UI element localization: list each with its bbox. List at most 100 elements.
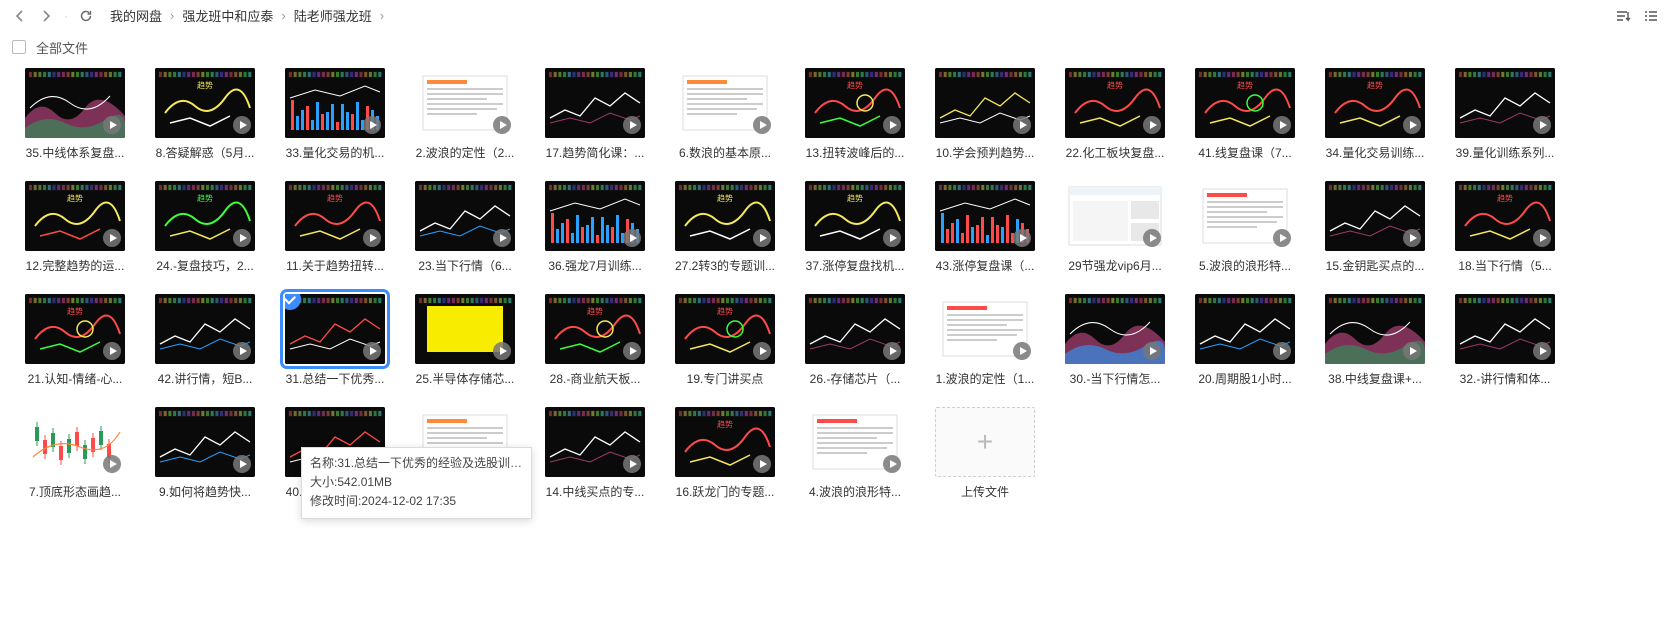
file-item[interactable]: 14.中线买点的专... [530, 407, 660, 500]
file-item[interactable]: 42.讲行情，短B... [140, 294, 270, 387]
file-thumbnail[interactable]: 趋势 [285, 181, 385, 251]
file-item[interactable]: 26.-存储芯片（... [790, 294, 920, 387]
file-thumbnail[interactable] [415, 181, 515, 251]
file-item[interactable]: 32.-讲行情和体... [1440, 294, 1570, 387]
file-thumbnail[interactable] [1195, 294, 1295, 364]
file-thumbnail[interactable]: 趋势 [675, 294, 775, 364]
file-thumbnail[interactable] [805, 294, 905, 364]
file-item[interactable]: 36.强龙7月训练... [530, 181, 660, 274]
file-thumbnail[interactable] [1065, 294, 1165, 364]
file-item[interactable]: 10.学会预判趋势... [920, 68, 1050, 161]
file-thumbnail[interactable] [675, 68, 775, 138]
file-name: 39.量化训练系列... [1456, 144, 1555, 161]
file-thumbnail[interactable] [155, 294, 255, 364]
file-thumbnail[interactable] [545, 68, 645, 138]
file-item[interactable]: 25.半导体存储芯... [400, 294, 530, 387]
select-all-checkbox[interactable] [12, 40, 26, 54]
file-item[interactable]: 23.当下行情（6... [400, 181, 530, 274]
file-item[interactable]: 趋势24.-复盘技巧，2... [140, 181, 270, 274]
file-item[interactable]: 趋势16.跃龙门的专题... [660, 407, 790, 500]
file-thumbnail[interactable] [285, 68, 385, 138]
file-item[interactable]: 趋势41.线复盘课（7... [1180, 68, 1310, 161]
file-item[interactable]: 趋势27.2转3的专题训... [660, 181, 790, 274]
file-item[interactable]: 趋势18.当下行情（5... [1440, 181, 1570, 274]
file-thumbnail[interactable] [545, 407, 645, 477]
file-thumbnail[interactable]: 趋势 [25, 181, 125, 251]
file-item[interactable]: 17.趋势简化课：... [530, 68, 660, 161]
file-item[interactable]: 1.波浪的定性（1... [920, 294, 1050, 387]
file-thumbnail[interactable]: 趋势 [1195, 68, 1295, 138]
file-thumbnail[interactable] [415, 294, 515, 364]
file-thumbnail[interactable] [1455, 294, 1555, 364]
file-item[interactable]: 趋势8.答疑解惑（5月... [140, 68, 270, 161]
file-thumbnail[interactable] [415, 68, 515, 138]
file-name: 35.中线体系复盘... [26, 144, 125, 161]
file-item[interactable]: 趋势11.关于趋势扭转... [270, 181, 400, 274]
file-item[interactable]: 20.周期股1小时... [1180, 294, 1310, 387]
file-thumbnail[interactable]: 趋势 [1065, 68, 1165, 138]
file-item[interactable]: 35.中线体系复盘... [10, 68, 140, 161]
file-item[interactable]: 38.中线复盘课+... [1310, 294, 1440, 387]
file-item[interactable]: 4.波浪的浪形特... [790, 407, 920, 500]
file-thumbnail[interactable] [935, 181, 1035, 251]
nav-back-button[interactable] [10, 6, 30, 26]
file-thumbnail[interactable]: 趋势 [805, 68, 905, 138]
file-item[interactable]: 15.金钥匙买点的... [1310, 181, 1440, 274]
file-thumbnail[interactable]: 趋势 [805, 181, 905, 251]
file-item[interactable]: 30.-当下行情怎... [1050, 294, 1180, 387]
breadcrumb-item[interactable]: 强龙班中和应泰 [182, 6, 273, 25]
file-thumbnail[interactable] [935, 294, 1035, 364]
file-item[interactable]: 7.顶底形态画趋... [10, 407, 140, 500]
file-thumbnail[interactable] [1455, 68, 1555, 138]
file-item[interactable]: 趋势21.认知-情绪-心... [10, 294, 140, 387]
file-item[interactable]: 43.涨停复盘课（... [920, 181, 1050, 274]
file-thumbnail[interactable] [1195, 181, 1295, 251]
file-item[interactable]: 趋势28.-商业航天板... [530, 294, 660, 387]
file-thumbnail[interactable]: 趋势 [675, 407, 775, 477]
file-item[interactable]: 9.如何将趋势快... [140, 407, 270, 500]
nav-forward-button[interactable] [36, 6, 56, 26]
file-item[interactable]: 趋势12.完整趋势的运... [10, 181, 140, 274]
file-item[interactable]: 趋势22.化工板块复盘... [1050, 68, 1180, 161]
file-thumbnail[interactable] [25, 407, 125, 477]
play-icon [1013, 229, 1031, 247]
file-item[interactable]: 趋势19.专门讲买点 [660, 294, 790, 387]
file-thumbnail[interactable] [25, 68, 125, 138]
view-list-button[interactable] [1640, 5, 1662, 27]
file-item[interactable]: 29节强龙vip6月... [1050, 181, 1180, 274]
file-thumbnail[interactable]: 趋势 [1455, 181, 1555, 251]
file-thumbnail[interactable] [545, 181, 645, 251]
file-name: 20.周期股1小时... [1198, 370, 1291, 387]
file-item[interactable]: 33.量化交易的机... [270, 68, 400, 161]
file-thumbnail[interactable]: 趋势 [545, 294, 645, 364]
file-item[interactable]: 2.波浪的定性（2... [400, 68, 530, 161]
file-item[interactable]: 39.量化训练系列... [1440, 68, 1570, 161]
refresh-button[interactable] [76, 6, 96, 26]
file-item[interactable]: 趋势37.涨停复盘找机... [790, 181, 920, 274]
file-thumbnail[interactable] [1325, 294, 1425, 364]
file-thumbnail[interactable]: 趋势 [155, 181, 255, 251]
file-item[interactable]: 趋势34.量化交易训练... [1310, 68, 1440, 161]
file-thumbnail[interactable] [935, 68, 1035, 138]
file-thumbnail[interactable] [1325, 181, 1425, 251]
play-icon [1403, 229, 1421, 247]
file-thumbnail[interactable]: 趋势 [1325, 68, 1425, 138]
file-thumbnail[interactable] [155, 407, 255, 477]
file-thumbnail[interactable]: 趋势 [675, 181, 775, 251]
file-name: 10.学会预判趋势... [936, 144, 1035, 161]
file-thumbnail[interactable]: 趋势 [155, 68, 255, 138]
breadcrumb-item[interactable]: 我的网盘 [110, 6, 162, 25]
file-name: 1.波浪的定性（1... [936, 370, 1035, 387]
file-item[interactable]: 31.总结一下优秀... [270, 294, 400, 387]
file-item[interactable]: 5.波浪的浪形特... [1180, 181, 1310, 274]
upload-dropzone[interactable]: + [935, 407, 1035, 477]
file-item[interactable]: 趋势13.扭转波峰后的... [790, 68, 920, 161]
upload-item[interactable]: +上传文件 [920, 407, 1050, 500]
file-thumbnail[interactable] [285, 294, 385, 364]
file-thumbnail[interactable] [1065, 181, 1165, 251]
file-thumbnail[interactable]: 趋势 [25, 294, 125, 364]
sort-button[interactable] [1612, 5, 1634, 27]
breadcrumb-item[interactable]: 陆老师强龙班 [294, 6, 372, 25]
file-item[interactable]: 6.数浪的基本原... [660, 68, 790, 161]
file-thumbnail[interactable] [805, 407, 905, 477]
